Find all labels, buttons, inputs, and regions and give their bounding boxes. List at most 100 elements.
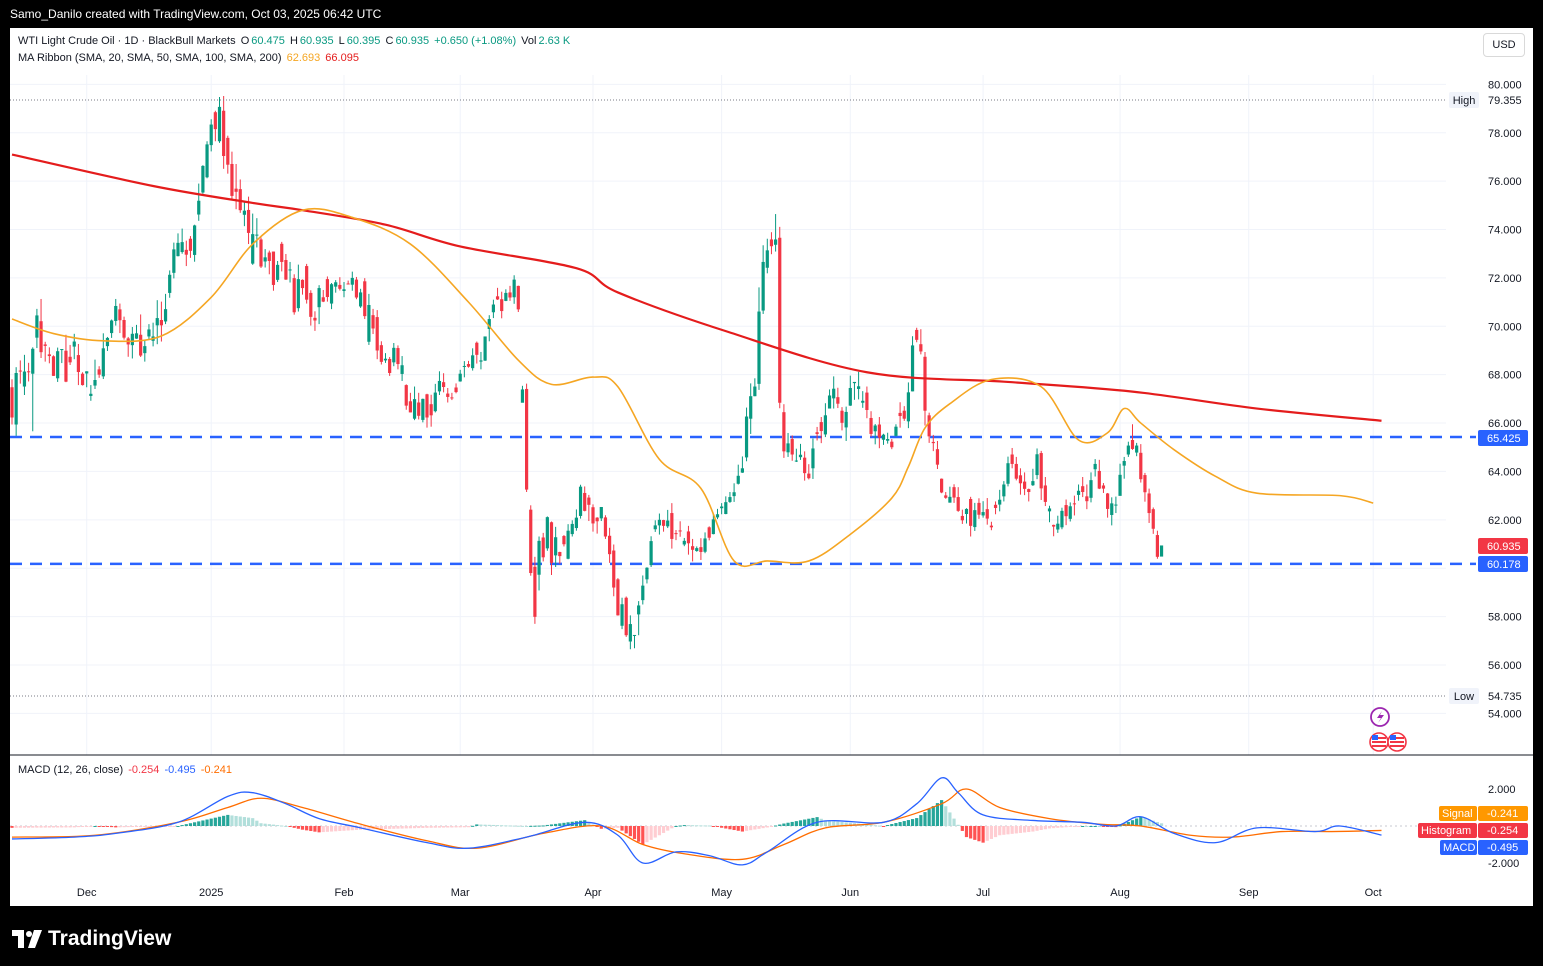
macd-histogram-bar bbox=[1147, 819, 1151, 826]
top-bar: Samo_Danilo created with TradingView.com… bbox=[0, 0, 1543, 28]
candle-body bbox=[408, 401, 412, 413]
candle-body bbox=[259, 239, 263, 267]
candle-body bbox=[657, 519, 661, 526]
macd-histogram-bar bbox=[1052, 826, 1056, 829]
macd-histogram-bar bbox=[645, 826, 649, 843]
macd-histogram-bar bbox=[346, 826, 350, 831]
y-tick-label: 58.000 bbox=[1488, 612, 1522, 624]
footer-bar bbox=[0, 906, 1543, 966]
candle-body bbox=[446, 393, 450, 397]
tradingview-wordmark: TradingView bbox=[48, 927, 172, 950]
candle-body bbox=[1081, 486, 1085, 492]
macd-histogram-bar bbox=[134, 826, 139, 827]
candle-body bbox=[143, 346, 147, 354]
macd-line-tag-box bbox=[1478, 840, 1528, 855]
candle-body bbox=[1043, 485, 1047, 502]
macd-histogram-bar bbox=[786, 822, 790, 826]
resistance-tag bbox=[1478, 430, 1528, 446]
candle-body bbox=[271, 251, 276, 285]
macd-histogram-bar bbox=[1135, 818, 1139, 826]
macd-histogram-bar bbox=[865, 824, 869, 826]
macd-histogram-bar bbox=[122, 826, 126, 828]
macd-histogram-bar bbox=[97, 826, 101, 827]
currency-button[interactable]: USD bbox=[1483, 33, 1525, 57]
us-flag-event-icon[interactable] bbox=[1387, 732, 1407, 752]
macd-histogram-bar bbox=[1101, 826, 1106, 827]
macd-histogram-bar bbox=[429, 826, 433, 828]
x-tick-label: Apr bbox=[584, 887, 601, 899]
macd-histogram-bar bbox=[877, 825, 881, 827]
candle-body bbox=[894, 426, 898, 436]
macd-histogram-bar bbox=[832, 821, 836, 826]
y-tick-label: 54.000 bbox=[1488, 708, 1522, 720]
candle-body bbox=[807, 473, 811, 479]
macd-histogram-bar bbox=[811, 817, 815, 826]
macd-histogram-bar bbox=[1097, 826, 1101, 827]
candle-body bbox=[516, 285, 520, 310]
macd-histogram-bar bbox=[31, 826, 35, 828]
candle-body bbox=[703, 538, 707, 552]
candle-body bbox=[691, 546, 695, 550]
macd-histogram-bar bbox=[653, 826, 657, 838]
macd-hist-tag bbox=[1418, 823, 1477, 838]
macd-histogram-bar bbox=[197, 821, 201, 826]
candle-body bbox=[1068, 506, 1072, 519]
candle-body bbox=[595, 517, 599, 522]
candle-body bbox=[628, 624, 632, 642]
macd-histogram-bar bbox=[408, 826, 412, 829]
candle-body bbox=[1101, 485, 1106, 489]
candle-body bbox=[321, 297, 325, 302]
us-flag-event-icon[interactable] bbox=[1369, 732, 1389, 752]
tradingview-logo[interactable]: TradingView bbox=[12, 927, 171, 951]
macd-histogram-bar bbox=[728, 826, 732, 830]
macd-histogram-bar bbox=[935, 803, 940, 826]
candle-body bbox=[450, 397, 454, 399]
macd-histogram-bar bbox=[47, 826, 51, 828]
candle-body bbox=[76, 355, 80, 373]
candle-body bbox=[869, 417, 873, 434]
candle-body bbox=[392, 347, 396, 363]
candle-body bbox=[238, 189, 242, 211]
candle-body bbox=[832, 388, 836, 399]
candle-body bbox=[1023, 481, 1027, 489]
macd-histogram-bar bbox=[267, 824, 271, 826]
macd-histogram-bar bbox=[1159, 823, 1164, 826]
close-label: C bbox=[385, 35, 394, 47]
candle-body bbox=[230, 163, 234, 196]
candle-body bbox=[670, 513, 674, 539]
x-tick-label: 2025 bbox=[199, 887, 223, 899]
high-label: H bbox=[289, 35, 298, 47]
macd-histogram-bar bbox=[421, 826, 425, 828]
macd-histogram-bar bbox=[720, 826, 724, 828]
macd-histogram-bar bbox=[661, 826, 666, 833]
macd-histogram-bar bbox=[948, 812, 952, 826]
macd-histogram-bar bbox=[724, 826, 728, 829]
y-tick-label: 68.000 bbox=[1488, 370, 1522, 382]
candle-body bbox=[599, 506, 603, 519]
candle-body bbox=[612, 550, 616, 588]
x-tick-label: Oct bbox=[1365, 887, 1382, 899]
macd-histogram-bar bbox=[433, 826, 437, 828]
chart-panel[interactable] bbox=[10, 28, 1533, 906]
candle-body bbox=[417, 402, 421, 416]
candle-body bbox=[1018, 475, 1023, 484]
y-tick-label: 62.000 bbox=[1488, 515, 1522, 527]
macd-histogram-bar bbox=[840, 822, 844, 826]
candle-body bbox=[608, 535, 612, 555]
macd-histogram-bar bbox=[549, 824, 554, 826]
macd-histogram-bar bbox=[886, 825, 890, 827]
macd-histogram-bar bbox=[338, 826, 342, 832]
macd-histogram-bar bbox=[483, 824, 487, 826]
candle-body bbox=[981, 512, 985, 516]
macd-hist-tag-box bbox=[1478, 823, 1528, 838]
macd-histogram-bar bbox=[554, 823, 558, 826]
candle-body bbox=[317, 288, 321, 308]
macd-histogram-bar bbox=[101, 826, 105, 827]
candle-body bbox=[1047, 508, 1052, 512]
macd-histogram-bar bbox=[491, 824, 495, 826]
candle-body bbox=[865, 392, 869, 410]
candle-body bbox=[359, 292, 363, 307]
candle-body bbox=[554, 537, 558, 556]
macd-histogram-bar bbox=[396, 826, 400, 829]
